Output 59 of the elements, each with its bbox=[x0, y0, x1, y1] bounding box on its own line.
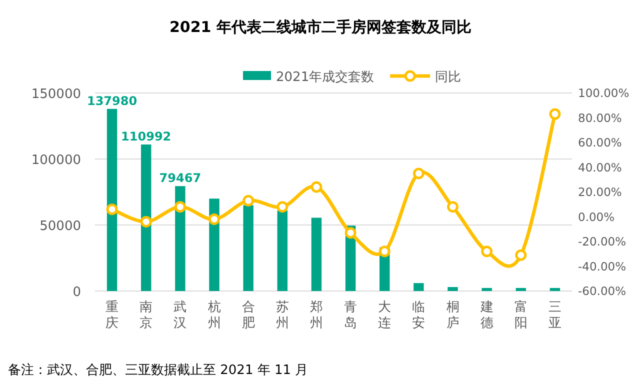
point bbox=[378, 246, 390, 258]
x-tick-label: 杭州 bbox=[206, 300, 221, 331]
y-tick-label: 100000 bbox=[31, 153, 81, 168]
x-tick-label: 青岛 bbox=[344, 300, 358, 331]
y-tick-label: 0 bbox=[72, 285, 81, 300]
point bbox=[412, 168, 424, 180]
point bbox=[208, 213, 220, 225]
y-tick-label: 150000 bbox=[31, 87, 81, 102]
point bbox=[447, 201, 458, 213]
point bbox=[549, 108, 561, 120]
y2-tick-label: 80.00% bbox=[578, 110, 622, 125]
x-tick-label: 武汉 bbox=[174, 300, 187, 331]
x-tick-label: 南京 bbox=[140, 300, 153, 331]
y2-tick-label: 60.00% bbox=[578, 136, 622, 150]
bar bbox=[448, 287, 458, 291]
y2-tick-label: 40.00% bbox=[578, 160, 622, 174]
point bbox=[515, 249, 527, 261]
point bbox=[310, 181, 322, 193]
data-label: 110992 bbox=[121, 129, 172, 144]
x-tick-label: 苏州 bbox=[276, 300, 289, 331]
point bbox=[106, 204, 118, 216]
text: 备注：武汉、合肥、三亚数据截止至 2021 年 11 月 bbox=[8, 363, 308, 378]
y2-tick-label: -20.00% bbox=[578, 234, 626, 248]
y2-tick-label: -60.00% bbox=[578, 284, 626, 298]
x-tick-label: 建德 bbox=[479, 300, 494, 331]
y-tick-label: 50000 bbox=[40, 219, 81, 234]
point bbox=[276, 201, 288, 213]
bar bbox=[516, 288, 526, 291]
data-label: 137980 bbox=[86, 94, 138, 108]
bar bbox=[277, 210, 288, 291]
y2-tick-label: -40.00% bbox=[578, 259, 626, 274]
legend-label: 2021年成交套数 bbox=[276, 69, 374, 85]
x-tick-label: 临安 bbox=[412, 300, 426, 331]
x-tick-label: 三亚 bbox=[548, 300, 562, 331]
point bbox=[140, 216, 152, 228]
x-tick-label: 大连 bbox=[378, 300, 392, 331]
legend-label: 同比 bbox=[435, 70, 462, 85]
x-tick-label: 合肥 bbox=[242, 300, 255, 331]
x-tick-label: 桐庐 bbox=[445, 300, 460, 331]
y2-tick-label: 0.00% bbox=[578, 210, 615, 224]
point bbox=[242, 194, 254, 206]
bar bbox=[175, 186, 186, 291]
bar bbox=[311, 218, 322, 291]
x-tick-label: 重庆 bbox=[106, 300, 119, 331]
bar bbox=[550, 288, 560, 291]
y2-tick-label: 20.00% bbox=[578, 185, 622, 199]
bar bbox=[140, 144, 152, 291]
bar bbox=[243, 205, 254, 291]
bar bbox=[414, 283, 424, 291]
data-label: 79467 bbox=[159, 171, 202, 186]
x-tick-label: 郑州 bbox=[310, 300, 323, 331]
x-tick-label: 富阳 bbox=[514, 299, 528, 331]
point bbox=[344, 227, 356, 239]
point bbox=[481, 246, 493, 258]
y2-tick-label: 100.00% bbox=[578, 86, 630, 100]
bar bbox=[482, 288, 492, 291]
bar bbox=[106, 108, 118, 291]
chart-title: 2021 年代表二线城市二手房网签套数及同比 bbox=[170, 18, 472, 36]
point bbox=[174, 201, 186, 213]
